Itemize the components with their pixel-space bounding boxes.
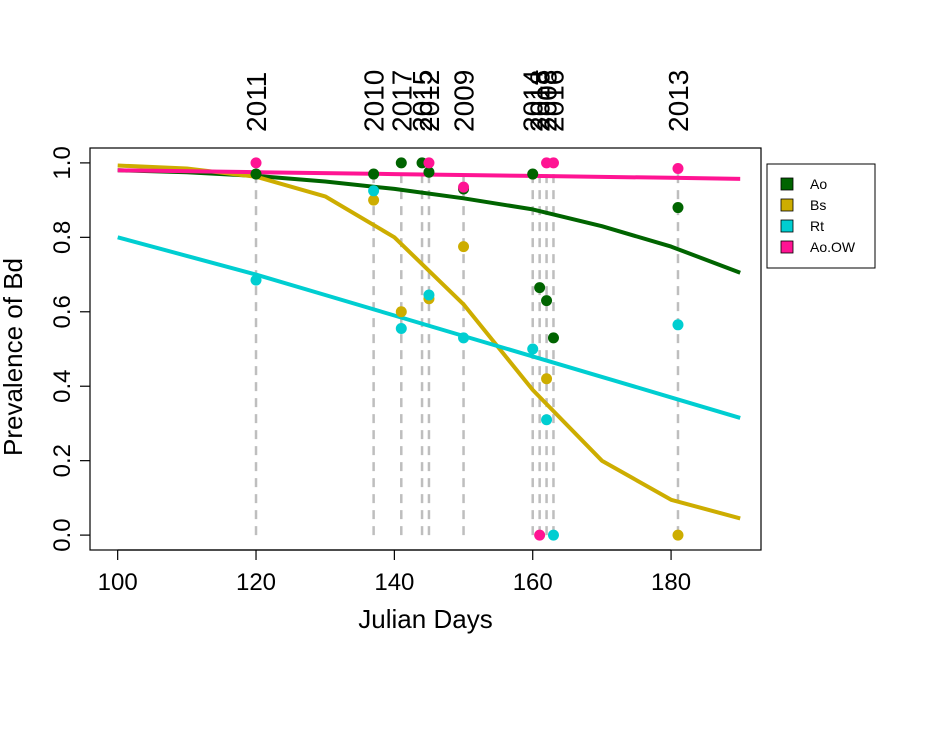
point-Ao-8	[541, 295, 553, 307]
point-Ao.OW-5	[547, 157, 559, 169]
y-axis: 0.0 0.2 0.4 0.6 0.8 1.0	[49, 146, 90, 552]
point-Bs-3	[458, 241, 470, 253]
point-Ao-9	[547, 332, 559, 344]
year-label-2015: 2015	[407, 70, 438, 132]
point-Ao-0	[250, 168, 262, 180]
point-Ao-1	[368, 168, 380, 180]
point-Ao-4	[423, 166, 435, 178]
point-Bs-5	[672, 529, 684, 541]
x-tick-label-120: 120	[236, 569, 276, 596]
y-tick-label-2: 0.4	[49, 370, 76, 403]
legend-swatch-Bs	[780, 198, 794, 212]
year-label-2008: 2008	[532, 70, 563, 132]
legend-swatch-Ao	[780, 177, 794, 191]
point-Rt-2	[395, 323, 407, 335]
point-Bs-1	[395, 306, 407, 318]
point-Ao.OW-1	[423, 157, 435, 169]
y-tick-label-0: 0.0	[49, 518, 76, 551]
point-Ao-2	[395, 157, 407, 169]
sampling-date-lines	[254, 170, 680, 536]
year-label-2014: 2014	[518, 70, 549, 132]
y-tick-label-1: 0.2	[49, 444, 76, 477]
legend-swatch-Rt	[780, 219, 794, 233]
point-Bs-4	[541, 373, 553, 385]
point-Ao-10	[672, 202, 684, 214]
point-Rt-4	[458, 332, 470, 344]
y-tick-label-3: 0.6	[49, 295, 76, 328]
point-Ao-6	[527, 168, 539, 180]
year-label-2010: 2010	[359, 70, 390, 132]
year-label-2009: 2009	[449, 70, 480, 132]
legend-entry-Ao: Ao	[810, 176, 827, 192]
point-Rt-7	[547, 529, 559, 541]
x-tick-label-180: 180	[651, 569, 691, 596]
plot-frame	[89, 147, 762, 551]
legend: Ao Bs Rt Ao.OW	[766, 163, 876, 269]
point-Rt-0	[250, 274, 262, 286]
data-points	[250, 157, 684, 541]
point-Ao.OW-2	[458, 181, 470, 193]
fitted-curves	[117, 163, 741, 521]
x-tick-label-160: 160	[513, 569, 553, 596]
point-Ao.OW-6	[672, 162, 684, 174]
y-axis-label: Prevalence of Bd	[0, 258, 28, 456]
year-label-2012: 2012	[414, 70, 445, 132]
year-label-2013: 2013	[663, 70, 694, 132]
point-Rt-3	[423, 289, 435, 301]
curve-Rt	[117, 235, 741, 420]
legend-swatch-Ao.OW	[780, 240, 794, 254]
point-Rt-5	[527, 343, 539, 355]
year-label-2018: 2018	[525, 70, 556, 132]
legend-entry-Ao.OW: Ao.OW	[810, 239, 856, 255]
y-tick-label-4: 0.8	[49, 221, 76, 254]
year-label-2017: 2017	[386, 70, 417, 132]
x-tick-label-100: 100	[98, 569, 138, 596]
point-Rt-6	[541, 414, 553, 426]
point-Ao-7	[534, 282, 546, 294]
year-label-2016: 2016	[538, 70, 569, 132]
point-Ao.OW-3	[534, 529, 546, 541]
y-tick-label-5: 1.0	[49, 146, 76, 179]
x-tick-label-140: 140	[374, 569, 414, 596]
point-Bs-0	[368, 194, 380, 206]
curve-Ao.OW	[117, 168, 741, 181]
point-Ao.OW-0	[250, 157, 262, 169]
legend-entry-Rt: Rt	[810, 218, 824, 234]
x-axis: 100 120 140 160 180	[98, 549, 691, 596]
point-Rt-8	[672, 319, 684, 331]
legend-entry-Bs: Bs	[810, 197, 826, 213]
point-Rt-1	[368, 185, 380, 197]
year-label-2011: 2011	[241, 72, 272, 132]
x-axis-label: Julian Days	[358, 604, 492, 634]
